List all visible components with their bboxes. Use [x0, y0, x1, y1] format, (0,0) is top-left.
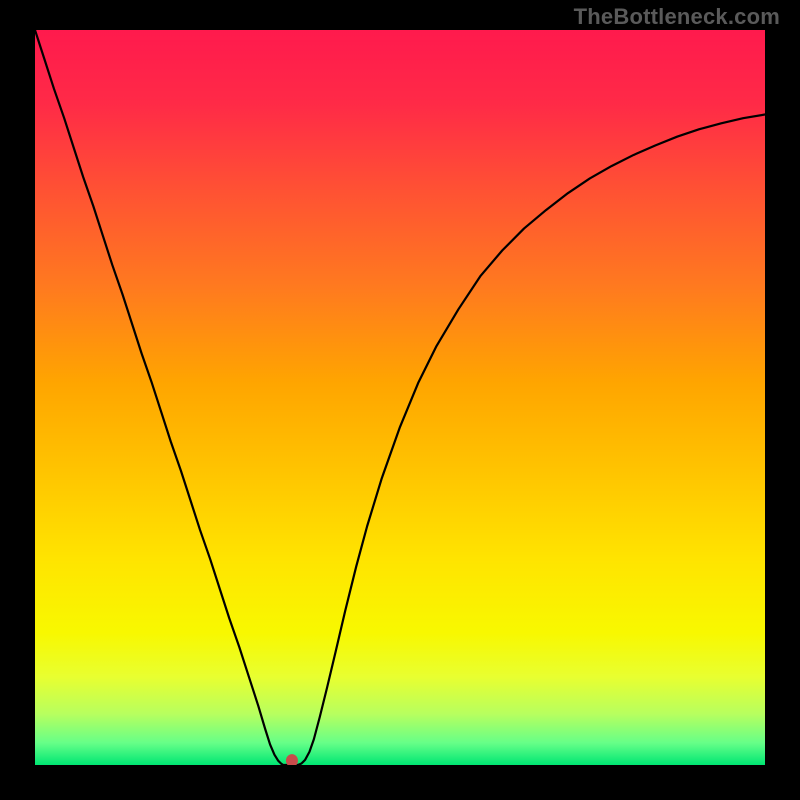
- chart-frame: TheBottleneck.com: [0, 0, 800, 800]
- chart-svg: [35, 30, 765, 765]
- watermark-text: TheBottleneck.com: [574, 4, 780, 30]
- plot-area: [35, 30, 765, 765]
- gradient-background: [35, 30, 765, 765]
